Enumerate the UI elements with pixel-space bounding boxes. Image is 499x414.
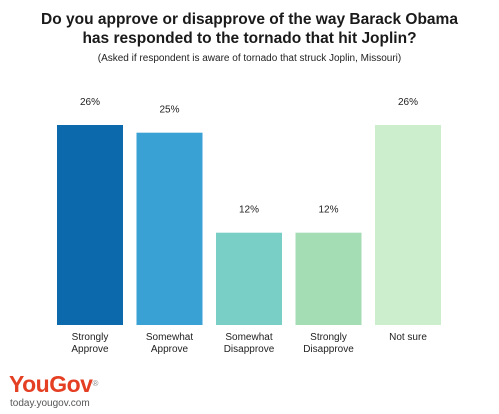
bar-1: [136, 132, 203, 325]
category-label-2-0: Somewhat: [225, 332, 272, 343]
category-label-2-1: Disapprove: [224, 344, 275, 355]
category-label-1-1: Approve: [151, 344, 189, 355]
category-label-0-0: Strongly: [72, 332, 109, 343]
bar-value-label-0: 26%: [80, 97, 100, 108]
bar-4: [375, 125, 441, 325]
category-label-4-0: Not sure: [389, 332, 427, 343]
chart-title: Do you approve or disapprove of the way …: [0, 10, 499, 48]
bar-3: [295, 232, 362, 325]
bar-2: [216, 232, 282, 325]
category-label-1-0: Somewhat: [146, 332, 193, 343]
title-line-1: Do you approve or disapprove of the way …: [41, 11, 458, 28]
category-label-3-0: Strongly: [310, 332, 347, 343]
category-label-0-1: Approve: [71, 344, 109, 355]
bar-value-label-1: 25%: [159, 105, 179, 116]
title-line-2: has responded to the tornado that hit Jo…: [82, 30, 417, 47]
registered-mark: ®: [92, 379, 98, 388]
chart-subtitle: (Asked if respondent is aware of tornado…: [97, 53, 402, 64]
bar-value-label-2: 12%: [239, 205, 259, 216]
bar-value-label-3: 12%: [318, 205, 338, 216]
brand-name: YouGov: [9, 371, 93, 397]
bar-value-label-4: 26%: [398, 97, 418, 108]
category-label-3-1: Disapprove: [303, 344, 354, 355]
yougov-logo: YouGov®: [9, 372, 98, 396]
bar-0: [57, 125, 123, 325]
site-url: today.yougov.com: [10, 398, 90, 409]
